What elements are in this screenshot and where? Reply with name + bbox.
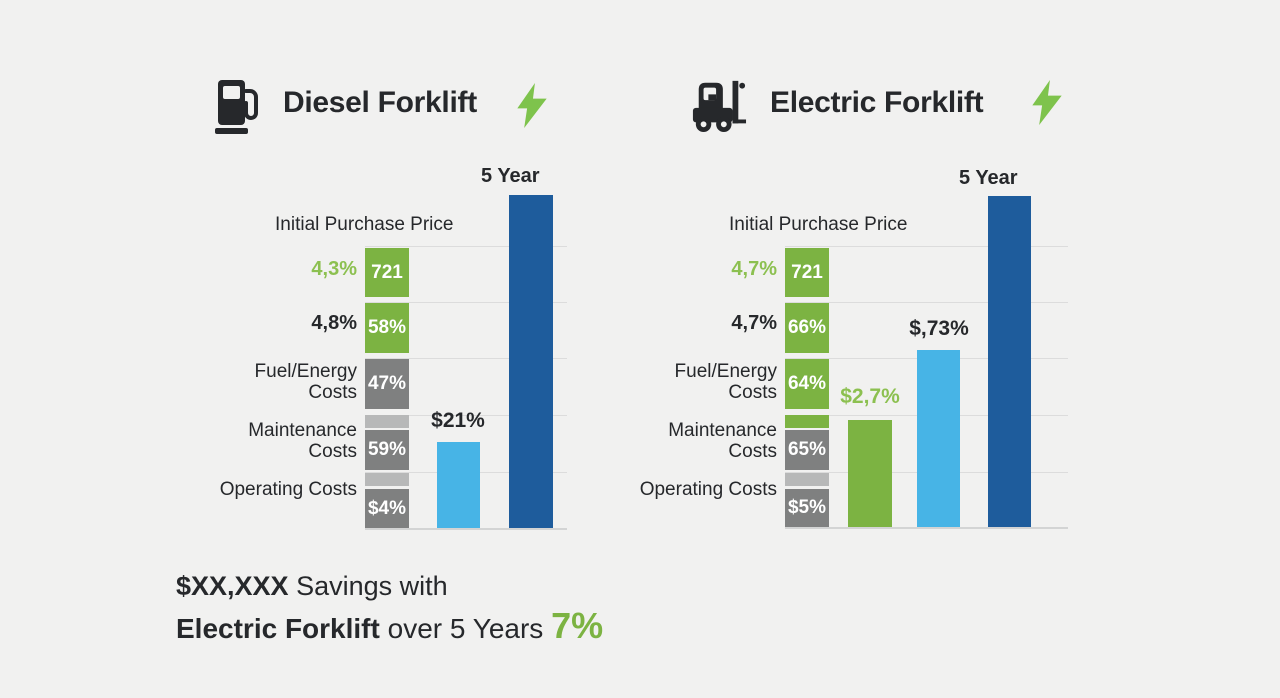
bar-electric-five-year-total [988,196,1031,527]
row-label: Fuel/Energy Costs [674,361,777,403]
row-label: Operating Costs [219,479,357,500]
row-label: 4,7% [731,312,777,334]
section-label: Initial Purchase Price [275,214,454,235]
stack-box: 721 [785,248,829,297]
savings-line2-text: over 5 Years [379,613,552,644]
savings-line1: $XX,XXX Savings with [176,571,603,602]
stack-box: 59% [365,430,409,470]
stack-box: 66% [785,303,829,353]
bar-value-label: $,73% [909,317,969,340]
electric-title: Electric Forklift [770,86,984,119]
lightning-icon [1032,80,1062,125]
stack-box: 47% [365,359,409,409]
column-header-5year: 5 Year [959,167,1018,189]
stack-box: 721 [365,248,409,297]
gridline [365,415,567,416]
gridline [785,302,1068,303]
bar-electric-interim-total [917,350,960,527]
baseline [365,528,567,530]
forklift-icon [691,76,747,134]
bar-electric-savings [848,420,892,527]
stack-segment [365,473,409,486]
row-label: 4,8% [311,312,357,334]
fuel-pump-icon [213,78,259,134]
row-label: 4,7% [731,258,777,280]
stack-box: $4% [365,489,409,528]
row-label: 4,3% [311,258,357,280]
stack-box: 58% [365,303,409,353]
row-label: Maintenance Costs [668,420,777,462]
row-label: Operating Costs [639,479,777,500]
lightning-icon [517,83,547,128]
bar-value-label: $21% [431,409,485,432]
row-label: Maintenance Costs [248,420,357,462]
stack-segment [785,473,829,486]
bar-diesel-interim-total [437,442,480,528]
stack-box: $5% [785,489,829,527]
gridline [785,246,1068,247]
bar-value-label: $2,7% [840,385,900,408]
savings-amount: $XX,XXX [176,571,289,601]
savings-line2-bold: Electric Forklift [176,613,380,644]
stack-segment [785,415,829,428]
diesel-title: Diesel Forklift [283,86,477,119]
column-header-5year: 5 Year [481,165,540,187]
baseline [785,527,1068,529]
stack-box: 65% [785,430,829,470]
gridline [365,246,567,247]
savings-line2: Electric Forklift over 5 Years 7% [176,605,603,647]
stack-box: 64% [785,359,829,409]
savings-percent: 7% [551,605,604,646]
gridline [365,358,567,359]
row-label: Fuel/Energy Costs [254,361,357,403]
bar-diesel-five-year-total [509,195,553,528]
savings-text: Savings with [288,571,448,601]
gridline [365,302,567,303]
stack-segment [365,415,409,428]
savings-summary: $XX,XXX Savings with Electric Forklift o… [176,571,603,647]
section-label: Initial Purchase Price [729,214,908,235]
